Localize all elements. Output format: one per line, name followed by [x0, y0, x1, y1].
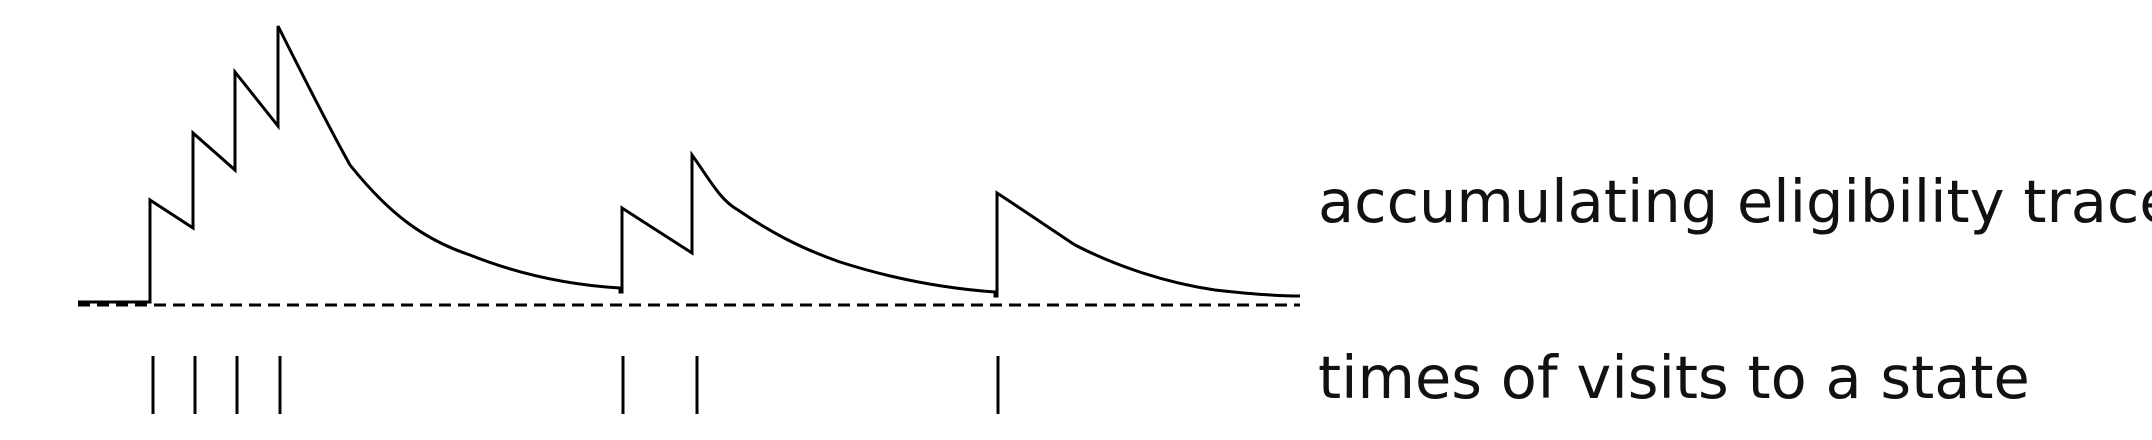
eligibility-trace-curve — [78, 25, 1301, 304]
trace-label: accumulating eligibility trace — [1318, 167, 2152, 236]
visit-ticks — [151, 356, 1000, 414]
visits-label: times of visits to a state — [1318, 343, 2030, 412]
